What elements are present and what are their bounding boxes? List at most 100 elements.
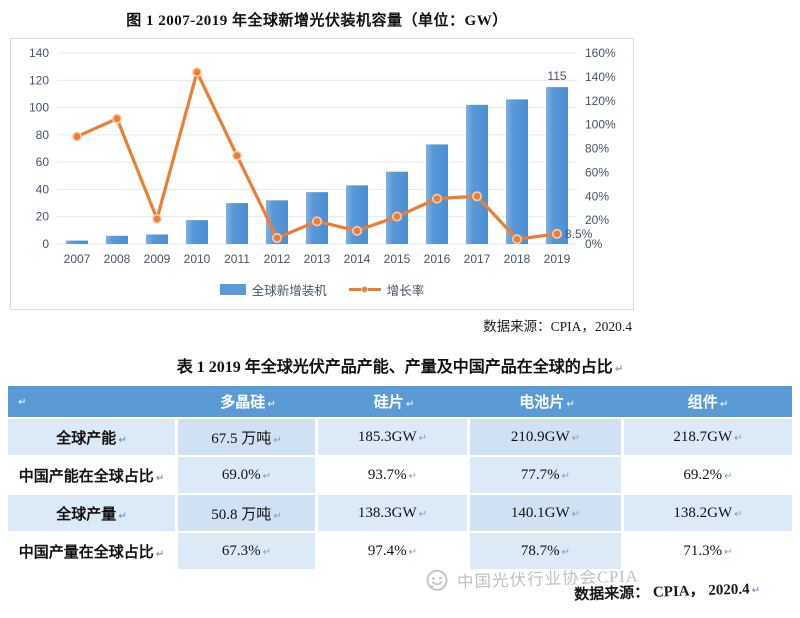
left-axis-tick: 40 [36,182,50,196]
bar-2012 [266,200,288,244]
table-row: 全球产量 ↵ 50.8 万吨 ↵ 138.3GW ↵ 140.1GW ↵ 138.2GW ↵ [8,495,792,533]
paragraph-mark-icon: ↵ [561,470,571,482]
right-axis-tick: 0% [585,237,603,251]
table-cell: 218.7GW ↵ [624,419,792,457]
chart-legend: 全球新增装机 增长率 [11,273,633,305]
table-cell: 138.3GW ↵ [318,495,470,533]
x-axis-tick: 2017 [464,252,491,266]
bar-2010 [186,220,208,244]
table-body: 全球产能 ↵ 67.5 万吨 ↵ 185.3GW ↵ 210.9GW ↵ 218.7GW ↵ 中国产… [8,419,792,571]
pv-products-table: ↵ 多晶硅 ↵ 硅片 ↵ 电池片 ↵ 组件 ↵ 全球产能 ↵ 67.5 万吨 ↵ 185.3GW ↵ 210… [8,386,792,571]
x-axis-tick: 2010 [184,252,211,266]
figure-title: 图 1 2007-2019 年全球新增光伏装机容量（单位：GW） [126,13,508,29]
paragraph-mark-icon: ↵ [273,434,282,446]
legend-item-bar: 全球新增装机 [219,280,327,299]
chart-plot-area: 0 20 40 60 80 100 120 140 0% 20% 40% 60% 80% 100% 120%… [29,46,616,266]
legend-item-line: 增长率 [348,280,425,299]
paragraph-mark-icon: ↵ [418,508,428,520]
growth-point-2007 [71,131,82,142]
bar-2008 [106,235,128,244]
paragraph-mark-icon: ↵ [155,472,165,484]
x-axis-tick: 2008 [104,252,131,266]
data-label: 115 [547,69,566,83]
paragraph-mark-icon: ↵ [614,364,624,375]
paragraph-mark-icon: ↵ [418,432,428,444]
row-label: 全球产能 ↵ [8,419,178,457]
table-cell: 78.7% ↵ [470,533,624,571]
table-cell: 67.5 万吨 ↵ [178,419,318,457]
paragraph-mark-icon: ↵ [262,546,272,558]
right-axis-tick: 40% [585,189,609,203]
row-label: 全球产量 ↵ [8,495,178,533]
growth-point-2013 [311,216,322,227]
right-axis-tick: 20% [585,213,609,227]
legend-label: 增长率 [386,283,425,298]
table-cell: 185.3GW ↵ [318,419,470,457]
table-row: 全球产能 ↵ 67.5 万吨 ↵ 185.3GW ↵ 210.9GW ↵ 218.7GW ↵ [8,419,792,457]
table-cell: 138.2GW ↵ [624,495,792,533]
bar-2011 [226,203,248,244]
column-header: ↵ [8,386,178,419]
right-axis-tick: 160% [585,46,616,60]
bar-2015 [386,171,408,244]
x-axis-tick: 2012 [264,252,291,266]
table-row: 中国产量在全球占比 ↵ 67.3% ↵ 97.4% ↵ 78.7% ↵ 71.3% ↵ [8,533,792,571]
bar-2018 [506,99,528,244]
wechat-logo-icon [426,569,448,591]
paragraph-mark-icon: ↵ [262,470,272,482]
left-axis-tick: 60 [36,155,50,169]
column-header: 硅片 ↵ [318,386,470,419]
row-label: 中国产量在全球占比 ↵ [8,533,178,571]
right-axis-tick: 140% [585,70,616,84]
table-title-text: 表 1 2019 年全球光伏产品产能、产量及中国产品在全球的占比 [176,359,613,376]
line-swatch-icon [348,285,381,294]
left-axis-tick: 20 [36,210,50,224]
growth-point-2014 [351,225,362,236]
growth-point-2009 [152,213,163,224]
growth-point-2011 [232,150,243,161]
left-axis-tick: 140 [29,46,49,60]
table-title: 表 1 2019 年全球光伏产品产能、产量及中国产品在全球的占比 ↵ [0,353,800,377]
growth-point-2015 [391,211,402,222]
table-cell: 210.9GW ↵ [470,419,624,457]
paragraph-mark-icon: ↵ [408,546,418,558]
legend-label: 全球新增装机 [251,283,327,298]
table-header: ↵ 多晶硅 ↵ 硅片 ↵ 电池片 ↵ 组件 ↵ [8,386,792,419]
paragraph-mark-icon: ↵ [267,399,276,410]
row-label: 中国产能在全球占比 ↵ [8,457,178,495]
column-header: 多晶硅 ↵ [178,386,318,419]
table-cell: 67.3% ↵ [178,533,318,571]
bar-swatch-icon [219,283,246,295]
left-axis-tick: 80 [36,128,50,142]
x-axis-tick: 2016 [424,252,451,266]
paragraph-mark-icon: ↵ [155,548,165,560]
x-axis-tick: 2018 [504,252,531,266]
x-axis-tick: 2009 [144,252,171,266]
paragraph-mark-icon: ↵ [751,585,761,597]
paragraph-mark-icon: ↵ [571,432,581,444]
paragraph-mark-icon: ↵ [566,399,575,410]
table-cell: 77.7% ↵ [470,457,624,495]
x-axis-tick: 2019 [544,252,571,266]
paragraph-mark-icon: ↵ [561,546,571,558]
bar-2019 [546,87,568,244]
right-axis-tick: 120% [585,94,616,108]
paragraph-mark-icon: ↵ [724,546,733,558]
table-cell: 71.3% ↵ [624,533,792,571]
watermark: 中国光伏行业协会CPIA [424,561,639,594]
x-axis-tick: 2014 [344,252,371,266]
left-axis-tick: 100 [29,101,49,115]
growth-point-2018 [511,234,522,245]
paragraph-mark-icon: ↵ [734,508,743,520]
column-header: 电池片 ↵ [470,386,624,419]
x-axis-tick: 2007 [64,252,91,266]
table-row: 中国产能在全球占比 ↵ 69.0% ↵ 93.7% ↵ 77.7% ↵ 69.2% ↵ [8,457,792,495]
left-axis-tick: 0 [42,237,49,251]
x-axis-tick: 2015 [384,252,411,266]
left-axis-tick: 120 [29,73,49,87]
paragraph-mark-icon: ↵ [571,508,581,520]
table-cell: 140.1GW ↵ [470,495,624,533]
table-cell: 69.2% ↵ [624,457,792,495]
paragraph-mark-icon: ↵ [273,510,282,522]
